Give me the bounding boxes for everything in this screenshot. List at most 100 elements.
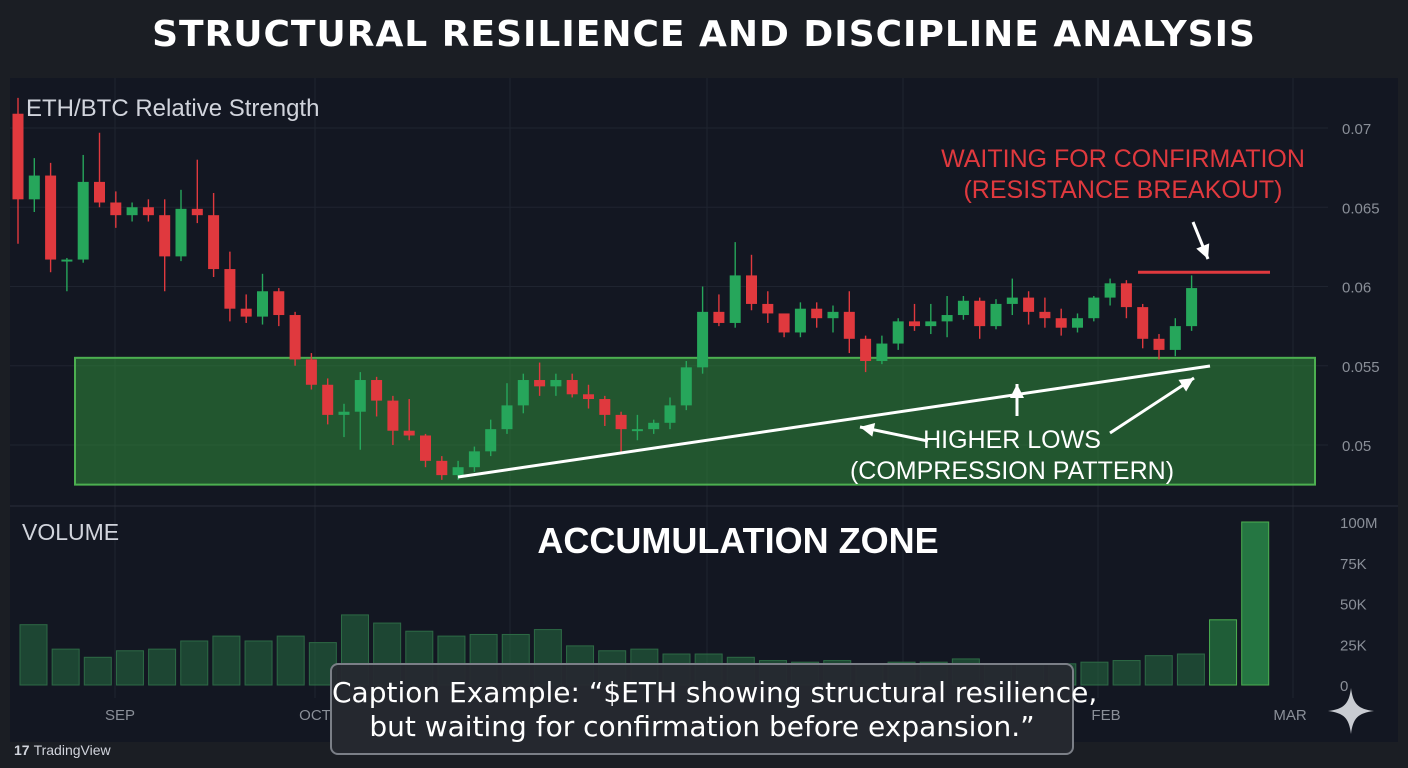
candle-body [289,315,301,360]
candle [1023,291,1035,325]
candle [420,433,431,468]
candle-body [191,208,203,216]
candle [843,291,855,354]
price-tick-label: 0.055 [1342,359,1380,376]
candle [110,191,122,228]
volume-bar [51,648,80,686]
candle-body [599,399,611,415]
volume-bar [244,640,273,686]
candle-body [1169,326,1181,350]
volume-bar [1080,661,1109,686]
tradingview-logo[interactable]: 17 TradingView [14,742,111,758]
sparkle-icon [1328,688,1374,734]
volume-bar [1209,619,1238,686]
candle-body [240,308,252,317]
candle [631,414,643,441]
candle-body [876,343,888,361]
candle [615,411,627,453]
candle [1169,318,1181,357]
candle-body [583,394,594,400]
candle-body [729,275,741,323]
volume-bar [276,635,305,686]
candle-body [159,215,171,257]
candle-body [1186,288,1198,327]
candle [583,384,594,409]
candle [534,362,546,396]
candle-body [468,451,480,468]
candle [501,383,513,434]
candle [1072,313,1083,333]
volume-bar [1241,521,1270,686]
volume-bar [1144,655,1173,686]
caption-box: Caption Example: “$ETH showing structura… [330,663,1097,755]
candle [273,288,285,327]
candle-body [501,405,513,430]
price-tick-label: 0.06 [1342,280,1371,297]
candle-body [1104,283,1116,298]
volume-bar [1112,660,1141,686]
candle-body [12,113,24,200]
candle [159,199,171,292]
candle-body [615,414,627,430]
candle [28,158,40,213]
volume-bar [19,624,48,686]
candle-body [403,430,415,436]
higher-lows-trendline [457,364,1211,479]
candle-body [354,380,366,412]
candle-body [697,311,709,368]
candle-body [485,429,497,452]
candle-body [322,384,334,415]
candle-body [436,460,448,476]
candle [648,419,660,434]
candle [1039,297,1051,328]
candle [957,296,969,320]
candle-body [827,311,839,319]
higher-lows-right-arrow [1109,376,1195,435]
candle [909,303,920,331]
candle-body [28,175,40,200]
candle [142,199,154,222]
tradingview-name: TradingView [33,742,111,758]
candle [892,318,904,350]
higher-lows-right-arrow-shaft [1109,376,1195,435]
candle-body [550,380,562,387]
candle [387,395,399,445]
candle-body [175,208,187,257]
candle-body [126,207,138,216]
candle-body [664,405,676,423]
candle [713,294,725,327]
candle-body [762,303,774,314]
caption-line2: but waiting for confirmation before expa… [369,710,1035,743]
accumulation-zone-label: ACCUMULATION ZONE [537,520,938,561]
candle [436,456,448,480]
candle [240,294,252,323]
candle [126,202,138,222]
volume-bar [212,635,241,686]
candle-body [1153,338,1165,350]
candle [729,242,741,328]
candle [697,286,709,374]
candle-body [305,359,317,385]
candle [990,299,1002,330]
candle [403,399,415,441]
candle [778,313,790,338]
candle-body [142,207,154,216]
candle-body [957,300,969,316]
candle-body [273,291,285,316]
candle-body [1120,283,1132,308]
candle-body [371,380,383,401]
waiting-arrow [1191,221,1210,260]
candle [794,302,806,338]
higher-lows-left-arrow [859,422,929,443]
higher-lows-up-arrow-head [1010,384,1024,398]
chart-panel: 0.07 0.065 0.06 0.055 0.05 100M 75K 50K 25K 0 SEP O… [10,78,1398,742]
volume-bar [83,656,112,686]
tradingview-logo-icon: 17 [14,742,30,758]
candle-body [208,215,220,270]
candle-body [338,411,350,415]
candlestick-chart[interactable]: 0.07 0.065 0.06 0.055 0.05 100M 75K 50K 25K 0 SEP O… [10,78,1398,742]
volume-bar [180,640,209,686]
candle [974,297,986,339]
candle [468,446,480,472]
volume-pane-title: VOLUME [22,519,119,545]
